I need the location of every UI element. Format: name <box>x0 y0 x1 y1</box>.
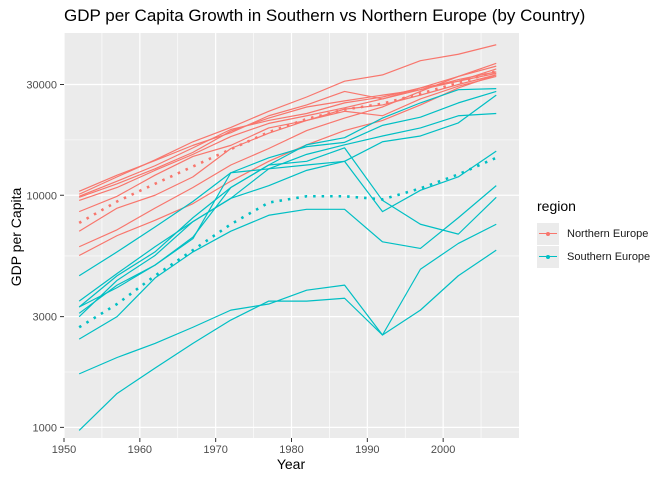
northern-series-line <box>78 74 497 257</box>
x-tick-label: 1970 <box>203 444 227 456</box>
chart-title: GDP per Capita Growth in Southern vs Nor… <box>64 6 586 25</box>
northern-series-line <box>78 74 497 213</box>
southern-series-line <box>78 147 497 314</box>
southern-series-line <box>78 185 497 340</box>
legend-label-northern: Northern Europe <box>567 227 649 240</box>
y-tick-label: 30000 <box>26 79 57 91</box>
legend-dot-northern <box>546 231 550 236</box>
legend-dot-southern <box>546 254 550 259</box>
x-tick-label: 2000 <box>431 444 455 456</box>
southern-series-line <box>78 94 497 302</box>
northern-series-line <box>78 62 497 248</box>
northern-series-line <box>78 72 497 201</box>
x-axis-title: Year <box>276 456 306 472</box>
legend-title: region <box>537 198 576 214</box>
legend: region Northern Europe Southern Europe <box>537 198 667 268</box>
axes: 1950 1960 1970 1980 1990 2000 1000 3000 10000 300… <box>26 79 455 456</box>
y-tick-label: 10000 <box>26 190 57 202</box>
series-layer <box>78 44 497 431</box>
southern-series-line <box>78 223 497 375</box>
legend-item-southern: Southern Europe <box>537 245 667 268</box>
legend-label-southern: Southern Europe <box>567 250 651 263</box>
x-tick-label: 1960 <box>128 444 152 456</box>
southern-series-line <box>78 249 497 431</box>
x-tick-label: 1990 <box>355 444 379 456</box>
y-tick-label: 1000 <box>33 422 57 434</box>
southern-series-line <box>78 112 497 318</box>
northern-average-series-line <box>78 70 497 225</box>
x-tick-label: 1980 <box>279 444 303 456</box>
y-axis-title: GDP per Capita <box>8 187 24 287</box>
y-tick-label: 3000 <box>33 312 57 324</box>
legend-key-northern <box>537 222 559 245</box>
x-tick-label: 1950 <box>52 444 76 456</box>
legend-item-northern: Northern Europe <box>537 222 667 245</box>
grid <box>63 33 519 438</box>
southern-series-line <box>78 90 497 277</box>
legend-key-southern <box>537 245 559 268</box>
northern-series-line <box>78 71 497 198</box>
northern-series-line <box>78 65 497 197</box>
southern-series-line <box>78 88 497 308</box>
